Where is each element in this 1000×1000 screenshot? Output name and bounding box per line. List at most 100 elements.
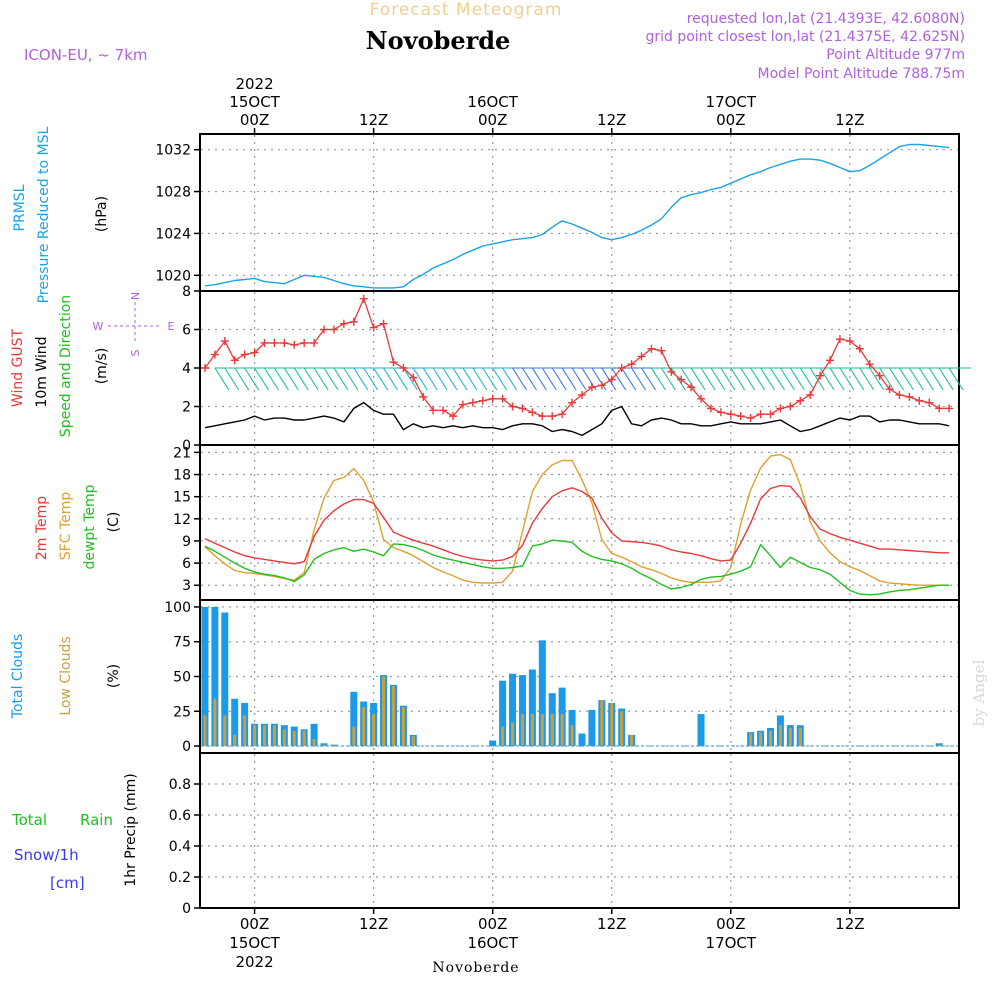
- low-cloud-bar: [272, 725, 276, 747]
- total-cloud-bar: [499, 680, 507, 747]
- wind-direction-arrow: [750, 367, 766, 391]
- gust-marker: [468, 398, 477, 407]
- low-cloud-bar: [768, 730, 772, 747]
- gust-label: Wind GUST: [10, 328, 26, 407]
- wind-direction-arrow: [353, 367, 369, 391]
- gust-marker: [280, 338, 289, 347]
- wind-direction-arrow: [720, 367, 736, 391]
- ytick-label-clouds: 100: [164, 600, 191, 616]
- gust-marker: [607, 375, 616, 384]
- gust-marker: [320, 325, 329, 334]
- gridpoint-coords: grid point closest lon,lat (21.4375E, 42…: [645, 29, 965, 45]
- sfc-temp-label: SFC Temp: [58, 492, 74, 561]
- ytick-label-clouds: 75: [173, 635, 191, 651]
- ytick-label-temp: 9: [182, 534, 191, 550]
- wind-direction-arrow: [432, 367, 448, 391]
- gust-marker: [895, 390, 904, 399]
- wind-direction-arrow: [928, 367, 944, 391]
- ytick-label-temp: 12: [173, 512, 191, 528]
- total-cloud-bar: [221, 612, 229, 747]
- wind-direction-arrow: [224, 367, 240, 391]
- total-cloud-bar: [588, 709, 596, 747]
- gust-marker: [697, 394, 706, 403]
- total-cloud-bar: [509, 673, 517, 747]
- ytick-label-precip: 0.6: [169, 808, 191, 824]
- low-cloud-bar: [798, 727, 802, 747]
- low-cloud-bar: [372, 714, 376, 747]
- gust-marker: [786, 402, 795, 411]
- gust-marker: [766, 410, 775, 419]
- ytick-label-pressure: 1024: [155, 226, 191, 242]
- wind-direction-arrow: [551, 367, 567, 391]
- wind-direction-arrow: [908, 367, 924, 391]
- wind-direction-arrow: [591, 367, 607, 391]
- wind-direction-arrow: [660, 367, 676, 391]
- gust-marker: [230, 356, 239, 365]
- wind-direction-arrow: [293, 367, 309, 391]
- gust-marker: [746, 414, 755, 423]
- low-cloud-bar: [233, 734, 237, 747]
- wind-direction-arrow: [264, 367, 279, 391]
- low-cloud-bar: [262, 725, 266, 747]
- wind-direction-arrow: [730, 367, 746, 391]
- gust-marker: [806, 390, 815, 399]
- top-time-label: 12Z: [597, 111, 626, 129]
- gust-marker: [587, 383, 596, 392]
- temp2m-label: 2m Temp: [34, 496, 50, 560]
- gust-marker: [925, 398, 934, 407]
- ytick-label-precip: 0.8: [169, 777, 191, 793]
- compass-n: N: [129, 292, 142, 300]
- temp-unit: (C): [106, 512, 122, 533]
- wind-direction-arrow: [948, 367, 964, 391]
- compass-e: E: [168, 320, 175, 333]
- top-time-label: 00Z: [240, 111, 269, 129]
- ytick-label-clouds: 25: [173, 704, 191, 720]
- prmsl-long-label: Pressure Reduced to MSL: [36, 126, 52, 303]
- low-cloud-bar: [332, 744, 336, 747]
- total-cloud-bar: [350, 691, 358, 747]
- requested-coords: requested lon,lat (21.4393E, 42.6080N): [687, 11, 965, 27]
- gust-marker: [657, 346, 666, 355]
- wind-direction-arrow: [839, 367, 855, 391]
- sfc-temp-line: [204, 453, 950, 586]
- wind-direction-arrow: [700, 367, 716, 391]
- wind-direction-arrow: [829, 367, 845, 391]
- bottom-time-label: 12Z: [597, 915, 626, 933]
- ytick-label-pressure: 1032: [155, 143, 191, 159]
- low-cloud-bar: [223, 715, 227, 747]
- dewpt-label: dewpt Temp: [82, 484, 98, 569]
- top-time-label: 2022: [235, 75, 273, 93]
- gust-marker: [270, 338, 279, 347]
- wind-direction-arrow: [333, 367, 349, 391]
- gust-marker: [677, 375, 686, 384]
- watermark: by Angel: [970, 659, 988, 726]
- wind-direction-arrow: [521, 367, 537, 391]
- low-cloud-bar: [501, 726, 505, 747]
- wind-direction-arrow: [938, 367, 954, 391]
- low-cloud-bar: [610, 702, 614, 747]
- wind-direction-arrow: [760, 367, 776, 391]
- wind-direction-arrow: [234, 367, 250, 391]
- wind-direction-arrow: [393, 367, 408, 391]
- wind-direction-arrow: [541, 367, 557, 391]
- wind-direction-arrow: [889, 367, 905, 391]
- wind-direction-arrow: [373, 367, 389, 391]
- low-cloud-bar: [362, 707, 366, 747]
- ytick-label-wind: 0: [182, 438, 191, 454]
- gust-marker: [548, 412, 557, 421]
- gust-marker: [240, 350, 249, 359]
- gust-marker: [826, 356, 835, 365]
- ytick-label-temp: 3: [182, 578, 191, 594]
- top-time-label: 15OCT: [229, 93, 280, 111]
- precip-labels: Total Rain Snow/1h [cm] 1hr Precip (mm): [11, 773, 139, 892]
- ytick-label-pressure: 1028: [155, 185, 191, 201]
- top-time-label: 00Z: [478, 111, 507, 129]
- gust-marker: [349, 317, 358, 326]
- gust-marker: [687, 383, 696, 392]
- dewpt-line: [204, 539, 950, 596]
- gust-marker: [409, 373, 418, 382]
- low-cloud-bar: [352, 726, 356, 747]
- low-cloud-bar: [570, 725, 574, 747]
- location-title: Novoberde: [366, 26, 511, 55]
